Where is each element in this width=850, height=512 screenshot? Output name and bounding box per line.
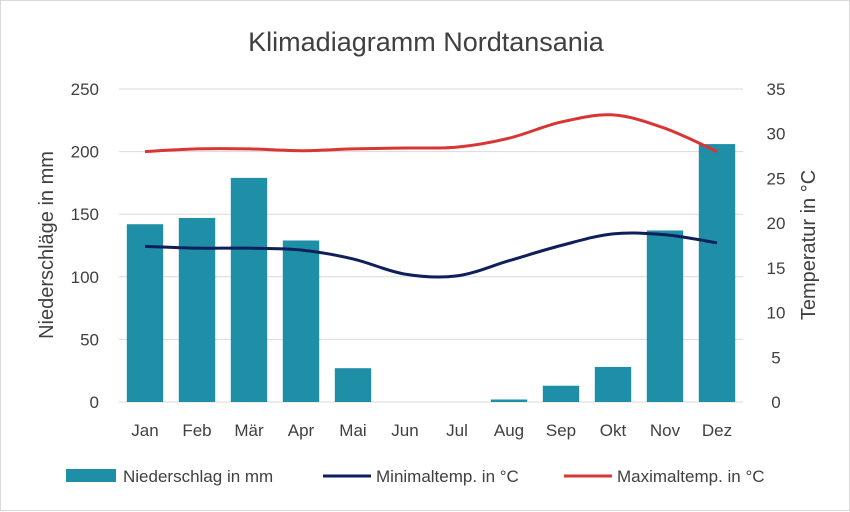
x-tick-label: Jul (446, 421, 468, 440)
left-tick-label: 200 (71, 143, 99, 162)
left-tick-label: 250 (71, 80, 99, 99)
x-tick-label: Dez (702, 421, 732, 440)
legend-swatch-precipitation (66, 469, 116, 482)
precipitation-bar (126, 224, 164, 402)
left-tick-label: 50 (80, 330, 99, 349)
precipitation-bar (178, 217, 216, 402)
left-tick-label: 100 (71, 268, 99, 287)
right-tick-label: 30 (767, 125, 786, 144)
chart-title: Klimadiagramm Nordtansania (248, 27, 605, 57)
left-axis-ticks: 0 50 100 150 200 250 (71, 80, 99, 412)
x-tick-label: Feb (182, 421, 211, 440)
left-tick-label: 0 (90, 393, 99, 412)
legend-label-precipitation: Niederschlag in mm (123, 467, 273, 486)
right-tick-label: 10 (767, 304, 786, 323)
x-axis-ticks: Jan Feb Mär Apr Mai Jun Jul Aug Sep Okt Nov Dez (131, 421, 732, 440)
precipitation-bar (594, 366, 632, 402)
right-tick-label: 20 (767, 214, 786, 233)
right-axis-ticks: 0 5 10 15 20 25 30 35 (767, 80, 786, 412)
left-tick-label: 150 (71, 205, 99, 224)
min-temp-line (144, 231, 718, 279)
precipitation-bar (230, 177, 268, 402)
precipitation-bar (646, 230, 684, 402)
legend-label-min-temp: Minimaltemp. in °C (376, 467, 519, 486)
left-axis-title: Niederschläge in mm (36, 151, 58, 339)
right-tick-label: 35 (767, 80, 786, 99)
max-temp-line (144, 113, 718, 154)
precipitation-bar (542, 385, 580, 402)
x-tick-label: Okt (600, 421, 627, 440)
x-tick-label: Apr (288, 421, 315, 440)
temperature-lines (144, 113, 718, 279)
right-tick-label: 5 (771, 348, 780, 367)
x-tick-label: Jun (391, 421, 418, 440)
x-tick-label: Nov (650, 421, 681, 440)
x-tick-label: Aug (494, 421, 524, 440)
x-tick-label: Mär (234, 421, 264, 440)
x-tick-label: Jan (131, 421, 158, 440)
right-tick-label: 25 (767, 169, 786, 188)
precipitation-bars (126, 144, 736, 402)
right-tick-label: 0 (771, 393, 780, 412)
right-tick-label: 15 (767, 259, 786, 278)
right-axis-title: Temperatur in °C (798, 170, 820, 320)
precipitation-bar (334, 368, 372, 402)
precipitation-bar (490, 399, 528, 402)
x-tick-label: Mai (339, 421, 366, 440)
legend-label-max-temp: Maximaltemp. in °C (617, 467, 765, 486)
legend: Niederschlag in mm Minimaltemp. in °C Ma… (66, 467, 765, 486)
precipitation-bar (698, 144, 736, 402)
x-tick-label: Sep (546, 421, 576, 440)
precipitation-bar (282, 240, 320, 402)
